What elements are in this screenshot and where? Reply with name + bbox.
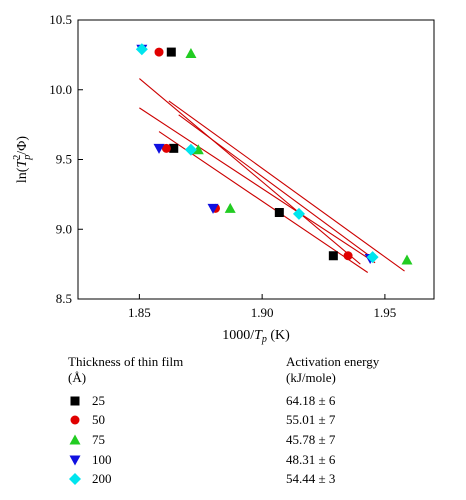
- legend-row: 100 48.31 ± 6: [68, 450, 458, 470]
- y-tick-label: 10.0: [49, 82, 72, 97]
- legend-marker-25: [70, 396, 80, 406]
- thickness-unit-text: (Å): [68, 370, 87, 385]
- x-tick-label: 1.90: [251, 305, 274, 320]
- legend-thickness: 200: [92, 471, 112, 487]
- energy-unit-text: (kJ/mole): [286, 370, 336, 385]
- legend-marker-50: [70, 415, 80, 425]
- fit-line-200: [178, 114, 376, 261]
- legend-row: 50 55.01 ± 7: [68, 411, 458, 431]
- legend-activation-energy: 64.18 ± 6: [286, 392, 336, 408]
- data-point-50: [161, 143, 171, 153]
- data-point-200: [135, 43, 148, 56]
- energy-header-text: Activation energy: [286, 354, 380, 369]
- legend-marker: [68, 473, 92, 486]
- legend-marker: [68, 434, 92, 446]
- data-point-25: [328, 251, 338, 261]
- legend-thickness: 50: [92, 412, 105, 428]
- legend-table: Thickness of thin film (Å) Activation en…: [68, 354, 458, 489]
- y-tick-label: 9.5: [56, 152, 72, 167]
- y-tick-label: 10.5: [49, 12, 72, 27]
- legend-activation-energy: 45.78 ± 7: [286, 431, 336, 447]
- legend-thickness: 100: [92, 451, 112, 467]
- y-tick-label: 8.5: [56, 291, 72, 306]
- data-point-25: [166, 47, 176, 57]
- legend-marker: [68, 454, 92, 466]
- legend-row: 75 45.78 ± 7: [68, 430, 458, 450]
- legend-marker-200: [69, 473, 81, 486]
- legend-rows: 25 64.18 ± 6 50 55.01 ± 7 75 45.78 ± 7 100 48.3…: [68, 391, 458, 489]
- legend-header-thickness: Thickness of thin film (Å): [68, 354, 286, 386]
- legend-row: 200 54.44 ± 3: [68, 469, 458, 489]
- legend-activation-energy: 55.01 ± 7: [286, 412, 336, 428]
- axis-ticks: 1.85 1.90 1.95 8.5 9.0 9.5 10.0 10.5: [49, 12, 396, 320]
- fit-line-50: [139, 107, 376, 264]
- legend-marker-100: [69, 455, 81, 466]
- data-point-50: [343, 251, 353, 261]
- thickness-header-text: Thickness of thin film: [68, 354, 184, 369]
- legend-activation-energy: 54.44 ± 3: [286, 471, 336, 487]
- data-point-25: [274, 208, 284, 218]
- data-point-50: [154, 47, 164, 57]
- chart-svg: 1.85 1.90 1.95 8.5 9.0 9.5 10.0 10.5 1000/Tp (K…: [12, 12, 435, 345]
- legend-thickness: 25: [92, 392, 105, 408]
- data-point-75: [192, 144, 204, 155]
- legend-marker-75: [69, 434, 81, 445]
- data-markers: [135, 43, 413, 265]
- data-point-200: [292, 207, 305, 220]
- fit-line-75: [168, 100, 405, 272]
- x-tick-label: 1.85: [128, 305, 151, 320]
- legend-header: Thickness of thin film (Å) Activation en…: [68, 354, 458, 386]
- legend-thickness: 75: [92, 431, 105, 447]
- data-point-25: [169, 143, 179, 153]
- legend-activation-energy: 48.31 ± 6: [286, 451, 336, 467]
- data-point-75: [401, 254, 413, 265]
- data-point-75: [224, 202, 236, 213]
- legend-row: 25 64.18 ± 6: [68, 391, 458, 411]
- data-point-100: [207, 203, 219, 214]
- y-axis-label: ln(T2p/Φ): [12, 136, 33, 183]
- data-point-200: [366, 251, 379, 264]
- legend-header-energy: Activation energy (kJ/mole): [286, 354, 458, 386]
- data-point-200: [184, 143, 197, 156]
- x-axis-label: 1000/Tp (K): [222, 328, 290, 345]
- legend-marker: [68, 414, 92, 426]
- fit-line-25: [139, 78, 361, 265]
- fit-line-100: [158, 131, 369, 273]
- data-point-75: [185, 47, 197, 58]
- data-point-100: [153, 143, 165, 154]
- x-tick-label: 1.95: [374, 305, 397, 320]
- y-tick-label: 9.0: [56, 221, 72, 236]
- legend-marker: [68, 395, 92, 407]
- fit-lines: [139, 78, 405, 273]
- plot-frame: [77, 19, 435, 300]
